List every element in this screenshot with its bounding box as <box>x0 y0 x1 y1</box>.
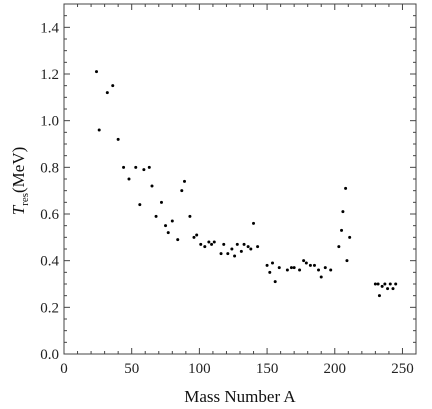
data-point <box>195 233 199 237</box>
y-tick-label: 0.2 <box>40 300 59 316</box>
data-point <box>376 282 380 286</box>
data-point <box>270 261 274 265</box>
x-tick-label: 250 <box>391 361 414 377</box>
data-point <box>380 284 384 288</box>
data-point <box>176 238 180 242</box>
data-point <box>329 268 333 272</box>
data-points <box>94 70 398 298</box>
data-point <box>394 282 398 286</box>
data-point <box>256 245 260 249</box>
data-point <box>127 177 131 181</box>
data-point <box>122 165 126 169</box>
x-tick-label: 100 <box>188 361 211 377</box>
x-axis-label: Mass Number A <box>184 387 296 406</box>
data-point <box>273 280 277 284</box>
data-point <box>252 221 256 225</box>
data-point <box>97 128 101 132</box>
data-point <box>304 261 308 265</box>
data-point <box>212 240 216 244</box>
data-point <box>323 266 327 270</box>
y-axis-label-unit: (MeV) <box>9 147 28 193</box>
data-point <box>242 242 246 246</box>
data-point <box>182 179 186 183</box>
data-point <box>170 219 174 223</box>
data-point <box>344 186 348 190</box>
y-tick-label: 0.8 <box>40 160 59 176</box>
data-point <box>154 214 158 218</box>
y-tick-label: 1.2 <box>40 67 59 83</box>
data-point <box>105 91 109 95</box>
data-point <box>312 263 316 267</box>
data-point <box>180 189 184 193</box>
data-point <box>239 249 243 253</box>
data-point <box>348 235 352 239</box>
data-point <box>219 252 223 256</box>
data-point <box>319 275 323 279</box>
y-axis-label-sub: res <box>19 193 31 206</box>
plot-frame <box>63 3 417 355</box>
data-point <box>302 259 306 263</box>
x-tick-label: 0 <box>60 361 68 377</box>
data-point <box>298 268 302 272</box>
data-point <box>188 214 192 218</box>
data-point <box>337 245 341 249</box>
data-point <box>345 259 349 263</box>
data-point <box>138 203 142 207</box>
data-point <box>116 137 120 141</box>
data-point <box>246 245 250 249</box>
data-point <box>207 240 211 244</box>
data-point <box>210 242 214 246</box>
y-axis-label: Tres(MeV) <box>9 147 31 216</box>
data-point <box>317 268 321 272</box>
data-point <box>150 184 154 188</box>
data-point <box>164 224 168 228</box>
y-axis-label-main: T <box>9 204 28 215</box>
data-point <box>373 282 377 286</box>
y-tick-label: 1.0 <box>40 114 59 130</box>
data-point <box>289 266 293 270</box>
y-tick-label: 0.4 <box>40 254 59 270</box>
data-point <box>226 252 230 256</box>
y-axis-ticks: 0.0 0.2 0.4 0.6 0.8 1.0 1.2 1.4 <box>40 15 416 363</box>
data-point <box>199 242 203 246</box>
data-point <box>222 242 226 246</box>
x-tick-label: 50 <box>124 361 139 377</box>
y-tick-label: 1.4 <box>40 20 59 36</box>
data-point <box>235 242 239 246</box>
data-point <box>94 70 98 74</box>
data-point <box>147 165 151 169</box>
data-point <box>111 84 115 88</box>
x-tick-label: 200 <box>324 361 347 377</box>
data-point <box>340 228 344 232</box>
data-point <box>341 210 345 214</box>
data-point <box>391 287 395 291</box>
data-point <box>192 235 196 239</box>
data-point <box>233 254 237 258</box>
data-point <box>308 263 312 267</box>
x-tick-label: 150 <box>256 361 279 377</box>
data-point <box>166 231 170 235</box>
data-point <box>285 268 289 272</box>
data-point <box>292 266 296 270</box>
data-point <box>383 282 387 286</box>
data-point <box>142 168 146 172</box>
data-point <box>134 165 138 169</box>
data-point <box>265 263 269 267</box>
data-point <box>277 266 281 270</box>
x-axis-ticks: 0 50 100 150 200 250 <box>60 4 414 377</box>
y-tick-label: 0.0 <box>40 347 59 363</box>
data-point <box>377 294 381 298</box>
data-point <box>386 287 390 291</box>
data-point <box>159 200 163 204</box>
data-point <box>203 245 207 249</box>
data-point <box>388 282 392 286</box>
data-point <box>249 247 253 251</box>
y-tick-label: 0.6 <box>40 207 59 223</box>
data-point <box>230 247 234 251</box>
data-point <box>268 270 272 274</box>
